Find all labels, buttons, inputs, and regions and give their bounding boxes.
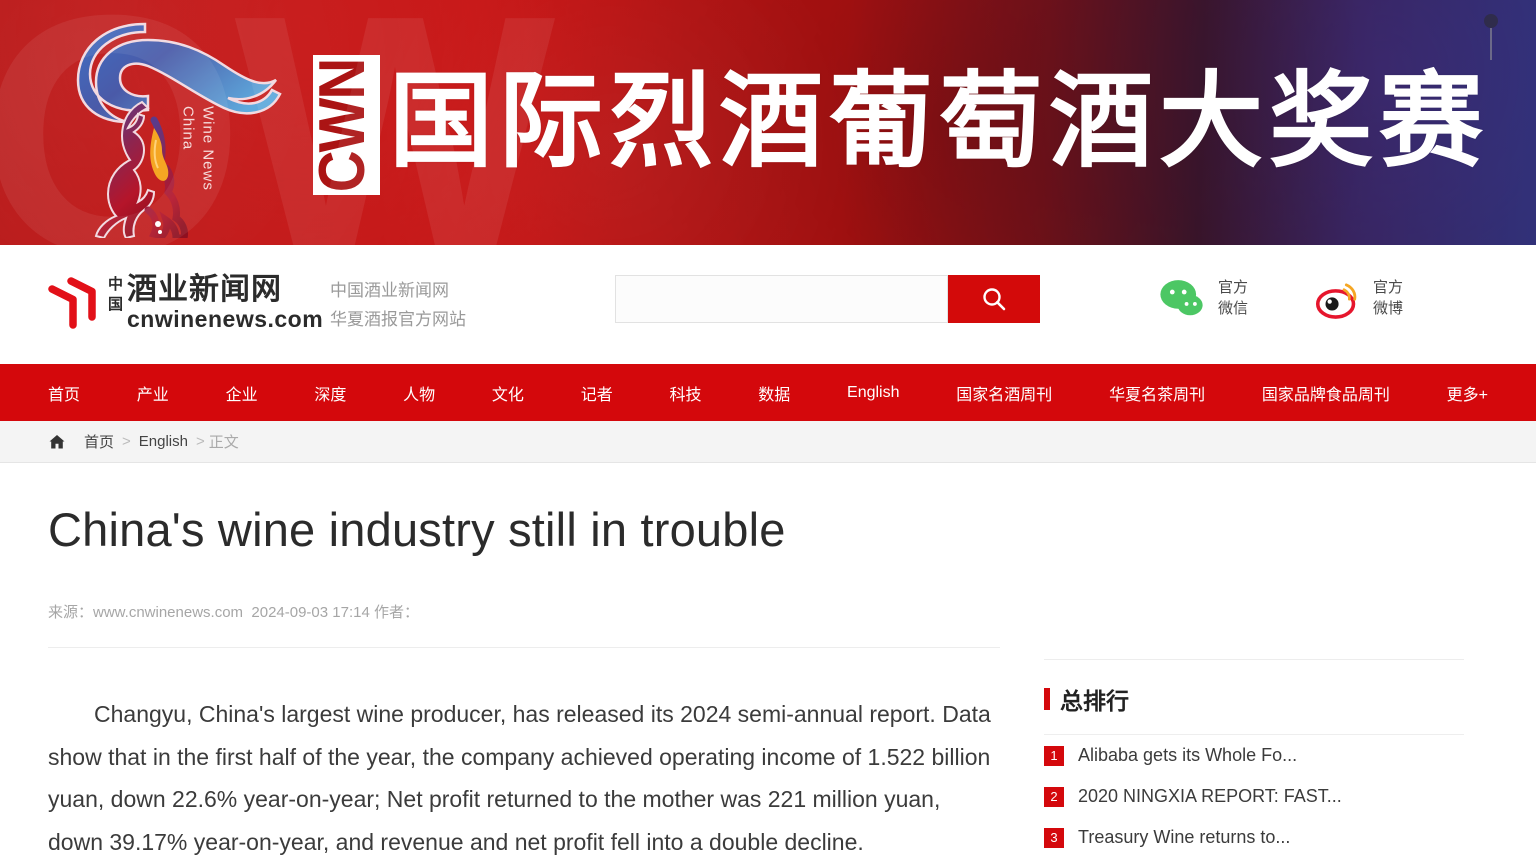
svg-text:CWN: CWN bbox=[315, 60, 379, 191]
svg-text:Wine News: Wine News bbox=[200, 106, 217, 191]
svg-text:China: China bbox=[180, 106, 197, 150]
